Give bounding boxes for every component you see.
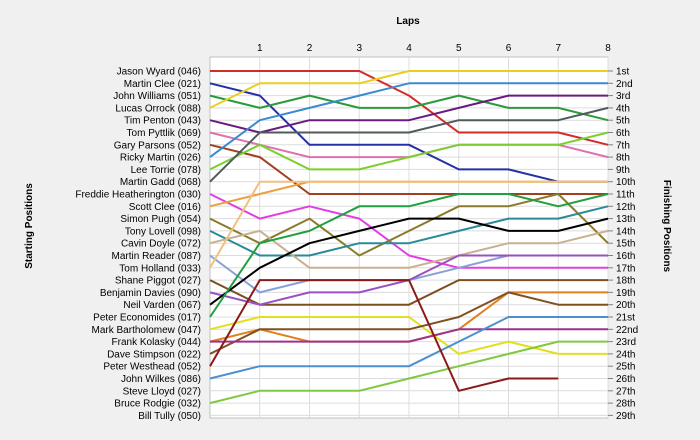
starting-label: Benjamin Davies (090) — [100, 288, 201, 299]
series-line-18 — [209, 279, 608, 306]
starting-label: Tim Penton (043) — [124, 116, 201, 127]
finishing-label: 5th — [616, 116, 630, 127]
starting-label: Frank Kolasky (044) — [112, 337, 201, 348]
series-line-8 — [209, 82, 608, 158]
x-axis-title: Laps — [396, 16, 420, 27]
finishing-label: 21st — [616, 313, 635, 324]
finishing-label: 1st — [616, 67, 630, 78]
finishing-label: 10th — [616, 177, 635, 188]
starting-label: Martin Clee (021) — [124, 79, 201, 90]
finishing-label: 2nd — [616, 79, 633, 90]
starting-label: Steve Lloyd (027) — [123, 386, 201, 397]
x-tick-label: 3 — [356, 43, 362, 54]
starting-label: Gary Parsons (052) — [114, 140, 201, 151]
series-line-20 — [209, 217, 609, 306]
right-axis-title: Finishing Positions — [661, 180, 672, 273]
x-tick-label: 5 — [456, 43, 462, 54]
starting-label: Martin Reader (087) — [112, 251, 201, 262]
series-line-27 — [209, 340, 608, 405]
starting-label: Tom Holland (033) — [119, 263, 201, 274]
finishing-label: 19th — [616, 288, 635, 299]
finishing-label: 24th — [616, 349, 635, 360]
finishing-label: 17th — [616, 263, 635, 274]
finishing-position-labels: 1st2nd3rd4th5th6th7th8th9th10th11th12th1… — [608, 67, 638, 422]
finishing-label: 13th — [616, 214, 635, 225]
starting-label: Shane Piggot (027) — [115, 276, 201, 287]
finishing-label: 27th — [616, 386, 635, 397]
series-line-4 — [209, 70, 608, 109]
series-line-24 — [209, 291, 608, 355]
starting-position-labels: Jason Wyard (046)Martin Clee (021)John W… — [75, 67, 201, 422]
starting-label: Cavin Doyle (072) — [121, 239, 201, 250]
series-line-21 — [209, 193, 609, 318]
finishing-label: 12th — [616, 202, 635, 213]
starting-label: Dave Stimpson (022) — [107, 349, 201, 360]
finishing-label: 8th — [616, 153, 630, 164]
series-line-22 — [209, 316, 608, 355]
series-line-15 — [209, 229, 609, 269]
starting-label: Mark Bartholomew (047) — [92, 325, 201, 336]
finishing-label: 9th — [616, 165, 630, 176]
finishing-label: 7th — [616, 140, 630, 151]
finishing-label: 26th — [616, 374, 635, 385]
starting-label: Freddie Heatherington (030) — [75, 190, 201, 201]
finishing-label: 18th — [616, 276, 635, 287]
finishing-label: 14th — [616, 226, 635, 237]
x-tick-label: 6 — [506, 43, 512, 54]
series-line-28 — [209, 279, 559, 392]
starting-label: Lee Torrie (078) — [131, 165, 201, 176]
finishing-label: 3rd — [616, 91, 630, 102]
series-line-7 — [209, 143, 608, 195]
series-line-2 — [209, 82, 608, 183]
x-tick-label: 1 — [257, 43, 263, 54]
finishing-label: 22nd — [616, 325, 638, 336]
finishing-label: 28th — [616, 399, 635, 410]
finishing-label: 4th — [616, 103, 630, 114]
x-tick-label: 2 — [307, 43, 313, 54]
starting-label: Tony Lovell (098) — [125, 226, 201, 237]
x-tick-label: 4 — [406, 43, 412, 54]
series-line-10 — [209, 106, 609, 183]
starting-label: Tom Pyttlik (069) — [127, 128, 201, 139]
starting-label: Jason Wyard (046) — [117, 67, 201, 78]
x-tick-label: 7 — [555, 43, 561, 54]
finishing-label: 25th — [616, 362, 635, 373]
starting-label: Neil Varden (067) — [123, 300, 201, 311]
series-layer — [209, 70, 609, 405]
series-line-11 — [209, 193, 608, 269]
left-axis-title: Starting Positions — [24, 183, 35, 269]
series-line-1 — [210, 70, 609, 146]
series-line-13 — [209, 193, 609, 257]
series-line-9 — [209, 131, 609, 171]
finishing-label: 11th — [616, 190, 635, 201]
series-line-3 — [209, 94, 609, 122]
x-tick-labels: 1 2 3 4 5 6 7 8 — [257, 43, 611, 54]
x-tick-label: 8 — [605, 43, 611, 54]
finishing-label: 15th — [616, 239, 635, 250]
finishing-label: 23rd — [616, 337, 636, 348]
starting-label: Lucas Orrock (088) — [115, 103, 201, 114]
starting-label: Bill Tully (050) — [138, 411, 201, 422]
series-line-5 — [209, 94, 608, 134]
starting-label: Bruce Rodgie (032) — [114, 399, 201, 410]
finishing-label: 29th — [616, 411, 635, 422]
starting-label: Scott Clee (016) — [129, 202, 201, 213]
finishing-label: 6th — [616, 128, 630, 139]
starting-label: John Williams (051) — [113, 91, 201, 102]
starting-label: Simon Pugh (054) — [120, 214, 201, 225]
finishing-label: 16th — [616, 251, 635, 262]
starting-label: Peter Westhead (052) — [103, 362, 201, 373]
series-line-25 — [210, 328, 608, 343]
series-line-26 — [209, 316, 608, 380]
series-line-17 — [209, 180, 608, 269]
starting-label: Ricky Martin (026) — [120, 153, 201, 164]
starting-label: Martin Gadd (068) — [120, 177, 201, 188]
starting-label: John Wilkes (086) — [121, 374, 201, 385]
finishing-label: 20th — [616, 300, 635, 311]
series-line-14 — [209, 205, 609, 257]
starting-label: Peter Economides (017) — [93, 313, 201, 324]
